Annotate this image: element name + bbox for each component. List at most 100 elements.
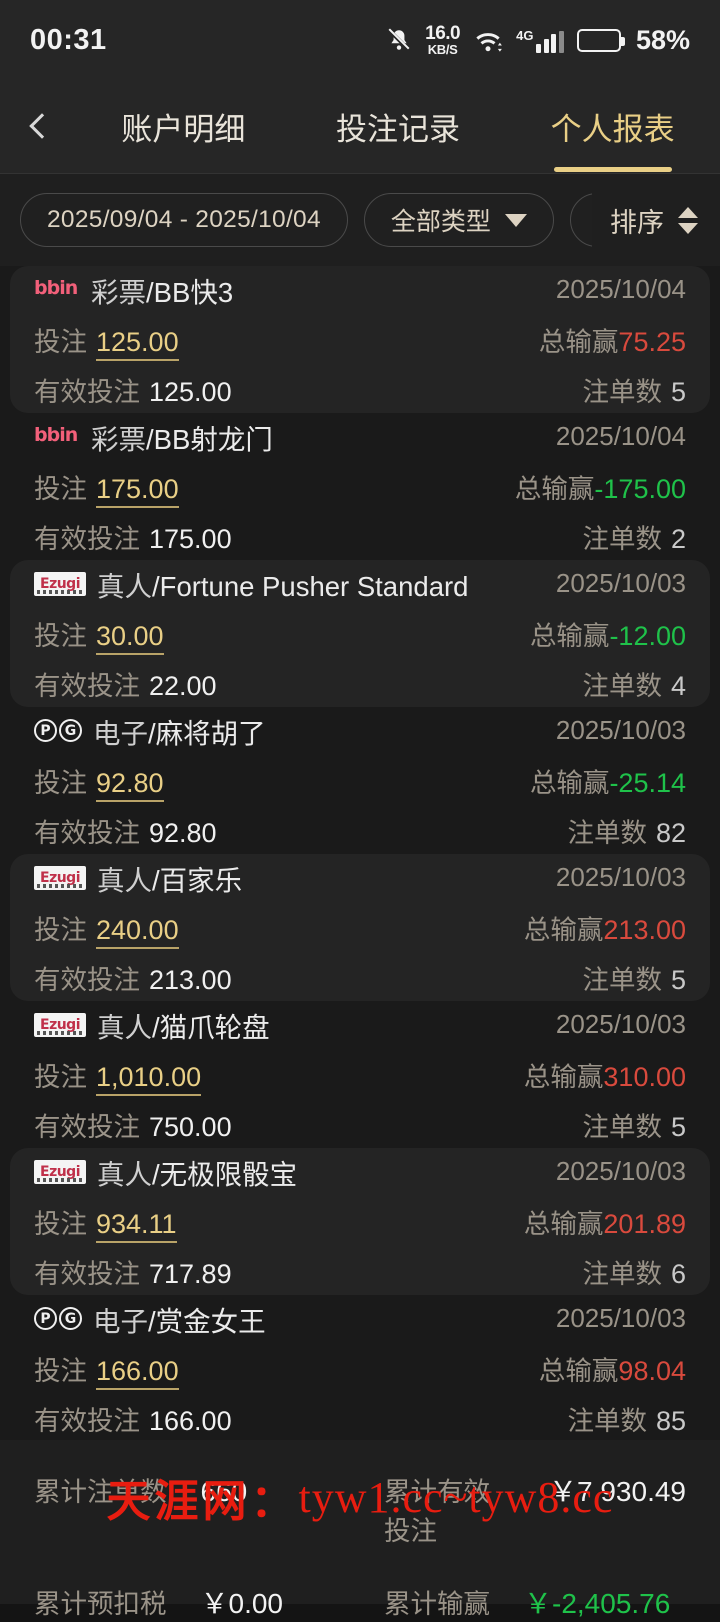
ezugi-logo-icon: Ezugi xyxy=(34,571,86,596)
network-speed-value: 16.0 xyxy=(425,23,461,44)
status-time: 00:31 xyxy=(30,23,107,56)
report-row[interactable]: P G 电子/麻将胡了 2025/10/03 投注 92.80 总输赢 -25.14 有效投注 9… xyxy=(0,707,720,854)
type-filter[interactable]: 全部类型 xyxy=(363,193,554,247)
valid-bet-value: 717.89 xyxy=(149,1259,232,1289)
valid-bet-cell: 有效投注 750.00 xyxy=(34,1112,232,1142)
sort-updown-icon xyxy=(678,206,698,234)
bet-cell: 投注 30.00 xyxy=(34,614,164,655)
game-title-cell: Ezugi 真人/无极限骰宝 xyxy=(34,1152,297,1192)
bet-cell: 投注 175.00 xyxy=(34,467,179,508)
profit-cell: 总输赢 -25.14 xyxy=(529,768,686,798)
order-count-cell: 注单数 85 xyxy=(567,1406,686,1436)
sort-label: 排序 xyxy=(610,207,664,238)
ezugi-logo-icon: Ezugi xyxy=(34,865,86,890)
row-date: 2025/10/03 xyxy=(555,1009,686,1039)
profit-cell: 总输赢 201.89 xyxy=(523,1209,686,1239)
tab-list: 账户明细 投注记录 个人报表 xyxy=(76,80,720,174)
valid-bet-cell: 有效投注 717.89 xyxy=(34,1259,232,1289)
profit-cell: 总输赢 75.25 xyxy=(538,327,686,357)
ezugi-logo-icon: Ezugi xyxy=(34,1159,86,1184)
report-list[interactable]: bbin 彩票/BB快3 2025/10/04 投注 125.00 总输赢 75.25 有效投… xyxy=(0,266,720,1442)
signal-bars-icon: 4G xyxy=(516,28,564,53)
tab-bet-records[interactable]: 投注记录 xyxy=(336,112,460,147)
bet-cell: 投注 92.80 xyxy=(34,761,164,802)
game-title-cell: Ezugi 真人/Fortune Pusher Standard xyxy=(34,564,468,604)
valid-bet-cell: 有效投注 22.00 xyxy=(34,671,217,701)
game-name: 真人/百家乐 xyxy=(97,864,243,896)
row-date: 2025/10/03 xyxy=(555,1156,686,1186)
tab-account-detail[interactable]: 账户明细 xyxy=(121,112,246,147)
header-tab-bar: 账户明细 投注记录 个人报表 xyxy=(0,80,720,174)
filter-bar: 2025/09/04 - 2025/10/04 全部类型 全部平台 排序 xyxy=(0,174,720,266)
signal-bars xyxy=(536,30,564,53)
row-date: 2025/10/03 xyxy=(555,862,686,892)
date-range-label: 2025/09/04 - 2025/10/04 xyxy=(47,206,321,233)
profit-cell: 总输赢 310.00 xyxy=(523,1062,686,1092)
summary-total-profit-label: 累计输赢 xyxy=(384,1589,490,1619)
valid-bet-cell: 有效投注 92.80 xyxy=(34,818,217,848)
order-count-cell: 注单数 6 xyxy=(582,1259,686,1289)
report-row[interactable]: P G 电子/赏金女王 2025/10/03 投注 166.00 总输赢 98.04 有效投注 1… xyxy=(0,1295,720,1442)
bet-cell: 投注 1,010.00 xyxy=(34,1055,202,1096)
summary-total-orders: 累计注单数 660 xyxy=(34,1470,360,1548)
game-name: 彩票/BB快3 xyxy=(91,276,234,308)
summary-total-tax: 累计预扣税 ￥0.00 xyxy=(34,1582,360,1622)
report-row[interactable]: Ezugi 真人/猫爪轮盘 2025/10/03 投注 1,010.00 总输赢 310.0… xyxy=(0,1001,720,1148)
report-row[interactable]: bbin 彩票/BB快3 2025/10/04 投注 125.00 总输赢 75.25 有效投… xyxy=(10,266,710,413)
summary-total-orders-label: 累计注单数 xyxy=(34,1477,167,1507)
sort-control[interactable]: 排序 xyxy=(592,174,720,266)
row-date: 2025/10/03 xyxy=(555,568,686,598)
game-title-cell: bbin 彩票/BB快3 xyxy=(34,270,233,310)
game-name: 电子/赏金女王 xyxy=(93,1305,266,1337)
network-speed-unit: KB/S xyxy=(427,42,458,57)
bet-amount[interactable]: 934.11 xyxy=(96,1209,177,1243)
chevron-down-icon xyxy=(504,213,527,227)
valid-bet-cell: 有效投注 125.00 xyxy=(34,377,232,407)
report-row[interactable]: bbin 彩票/BB射龙门 2025/10/04 投注 175.00 总输赢 -175.00… xyxy=(0,413,720,560)
game-title-cell: P G 电子/赏金女王 xyxy=(34,1299,266,1339)
report-row[interactable]: Ezugi 真人/Fortune Pusher Standard 2025/10/0… xyxy=(10,560,710,707)
game-name: 真人/Fortune Pusher Standard xyxy=(97,570,469,602)
summary-total-profit: 累计输赢 ￥-2,405.76 xyxy=(360,1582,686,1622)
profit-value: 98.04 xyxy=(618,1356,686,1386)
tab-active-underline xyxy=(553,166,672,172)
back-button[interactable] xyxy=(0,113,76,141)
bet-amount[interactable]: 30.00 xyxy=(96,621,164,655)
type-filter-label: 全部类型 xyxy=(390,208,491,236)
game-title-cell: Ezugi 真人/百家乐 xyxy=(34,858,242,898)
order-count-value: 6 xyxy=(670,1259,686,1289)
game-name: 电子/麻将胡了 xyxy=(93,717,266,749)
bet-cell: 投注 166.00 xyxy=(34,1349,179,1390)
valid-bet-value: 213.00 xyxy=(149,965,232,995)
profit-value: -25.14 xyxy=(609,768,686,798)
report-row[interactable]: Ezugi 真人/百家乐 2025/10/03 投注 240.00 总输赢 213.00 有效… xyxy=(10,854,710,1001)
profit-value: 75.25 xyxy=(618,327,686,357)
network-speed-indicator: 16.0 KB/S xyxy=(425,24,460,56)
order-count-cell: 注单数 5 xyxy=(582,377,686,407)
bet-amount[interactable]: 92.80 xyxy=(96,768,164,802)
summary-total-valid-bet: 累计有效投注 ￥7,930.49 xyxy=(360,1470,686,1548)
report-row[interactable]: Ezugi 真人/无极限骰宝 2025/10/03 投注 934.11 总输赢 201.89… xyxy=(10,1148,710,1295)
summary-footer: 累计注单数 660 累计有效投注 ￥7,930.49 累计预扣税 ￥0.00 累… xyxy=(0,1440,720,1619)
tab-personal-report[interactable]: 个人报表 xyxy=(505,80,720,174)
wifi-icon xyxy=(473,27,503,53)
date-range-filter[interactable]: 2025/09/04 - 2025/10/04 xyxy=(20,193,348,247)
chevron-left-icon xyxy=(30,113,46,141)
profit-cell: 总输赢 -12.00 xyxy=(529,621,686,651)
summary-total-tax-value: ￥0.00 xyxy=(200,1588,284,1619)
valid-bet-cell: 有效投注 175.00 xyxy=(34,524,232,554)
valid-bet-value: 166.00 xyxy=(149,1406,232,1436)
game-title-cell: P G 电子/麻将胡了 xyxy=(34,711,266,751)
summary-total-orders-value: 660 xyxy=(200,1476,248,1507)
bet-amount[interactable]: 125.00 xyxy=(96,327,179,361)
bet-amount[interactable]: 240.00 xyxy=(96,915,179,949)
bet-amount[interactable]: 175.00 xyxy=(96,474,179,508)
bet-amount[interactable]: 166.00 xyxy=(96,1356,179,1390)
bet-amount[interactable]: 1,010.00 xyxy=(96,1062,202,1096)
order-count-value: 5 xyxy=(670,1112,686,1142)
game-name: 彩票/BB射龙门 xyxy=(91,423,273,455)
profit-cell: 总输赢 -175.00 xyxy=(514,474,686,504)
profit-cell: 总输赢 98.04 xyxy=(538,1356,686,1386)
battery-icon xyxy=(576,28,625,52)
